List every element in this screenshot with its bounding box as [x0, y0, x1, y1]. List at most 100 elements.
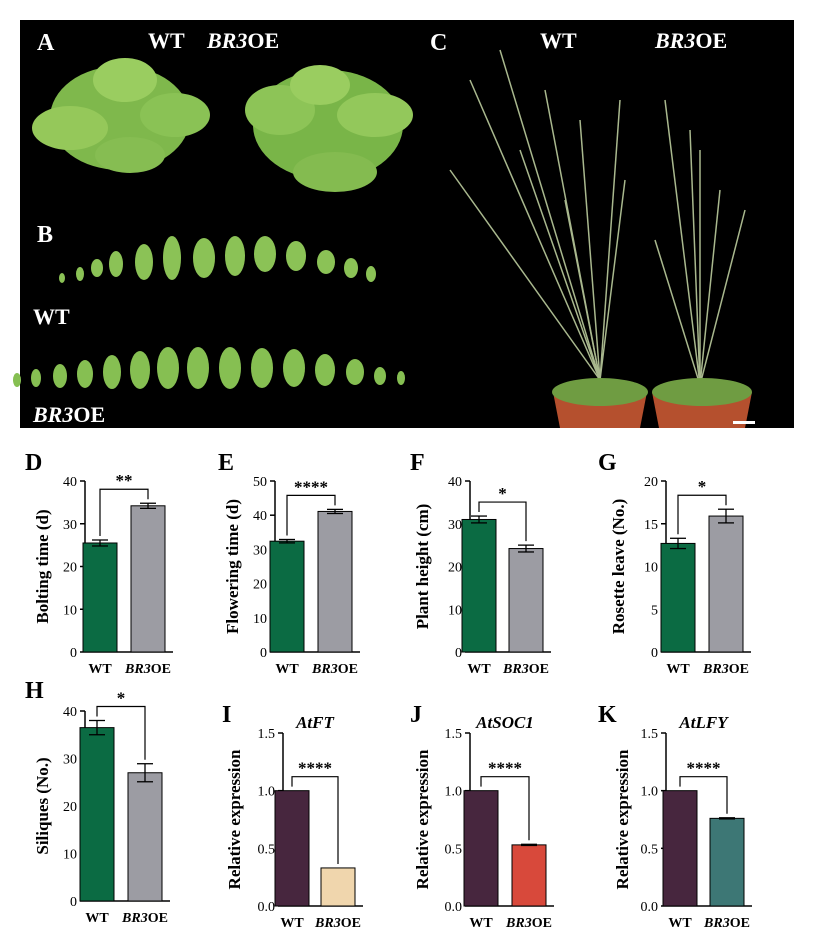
- chart-d: D 0 10 20 30 40 Bolting time (d) WT BR3OE **: [25, 450, 173, 677]
- significance-bracket: [286, 494, 336, 536]
- y-tick-label: 40: [63, 475, 77, 490]
- y-tick-label: 1.0: [258, 785, 276, 800]
- panel-letter-i: I: [222, 702, 231, 728]
- bar-wt: [660, 542, 696, 653]
- panel-letter-h: H: [25, 678, 44, 704]
- y-tick-label: 20: [448, 561, 462, 576]
- oe-pot-leaves: [652, 378, 752, 406]
- panel-letter-c: C: [430, 30, 447, 56]
- y-tick-label: 50: [253, 475, 267, 490]
- photo-a-label-wt: WT: [148, 28, 185, 53]
- bar-oe: [708, 515, 744, 653]
- y-tick-label: 1.5: [258, 727, 276, 742]
- significance-label: *: [117, 689, 126, 708]
- y-tick-label: 30: [63, 753, 77, 768]
- chart-e: E 0 10 20 30 40 50 Flowering time (d) WT BR3OE ***…: [218, 450, 360, 677]
- bar-oe: [511, 844, 547, 907]
- panel-letter-e: E: [218, 450, 234, 476]
- y-tick-label: 10: [448, 603, 462, 618]
- photo-a-label-oe: BR3OE: [206, 28, 279, 53]
- y-tick-label: 30: [253, 543, 267, 558]
- y-tick-label: 0: [260, 646, 267, 661]
- y-axis-label: Plant height (cm): [413, 504, 432, 630]
- y-axis-label: Relative expression: [225, 749, 244, 889]
- y-tick-label: 20: [644, 475, 658, 490]
- bar-oe: [130, 505, 166, 653]
- bar-wt: [463, 790, 499, 907]
- y-axis-label: Relative expression: [413, 749, 432, 889]
- significance-bracket: [99, 488, 149, 536]
- y-tick-label: 20: [63, 561, 77, 576]
- bar-oe: [320, 867, 356, 907]
- wt-rosette-photo: [32, 58, 210, 173]
- y-tick-label: 40: [448, 475, 462, 490]
- y-tick-label: 1.0: [445, 785, 463, 800]
- y-tick-label: 10: [63, 603, 77, 618]
- photo-c-label-oe: BR3OE: [654, 28, 727, 53]
- bar-oe: [317, 510, 353, 653]
- x-category-label: BR3OE: [505, 916, 552, 931]
- y-axis-label: Rosette leave (No.): [609, 499, 628, 634]
- y-axis-label: Siliques (No.): [33, 757, 52, 854]
- significance-bracket: [291, 776, 339, 864]
- y-tick-label: 30: [63, 518, 77, 533]
- chart-title: AtFT: [295, 713, 334, 732]
- panel-letter-d: D: [25, 450, 42, 476]
- y-tick-label: 0.0: [258, 900, 276, 915]
- x-category-label: WT: [85, 911, 109, 926]
- significance-label: ****: [298, 759, 332, 778]
- y-tick-label: 0: [651, 646, 658, 661]
- y-tick-label: 40: [253, 509, 267, 524]
- x-category-label: BR3OE: [314, 916, 361, 931]
- y-tick-label: 0.5: [445, 842, 463, 857]
- x-category-label: BR3OE: [702, 662, 749, 677]
- chart-title: AtLFY: [678, 713, 729, 732]
- significance-bracket: [478, 501, 527, 542]
- bar-oe: [127, 772, 163, 902]
- chart-j: J 0.0 0.5 1.0 1.5 Relative expression AtSOC1 WT…: [410, 702, 554, 931]
- bar-wt: [274, 790, 310, 907]
- x-category-label: WT: [668, 916, 692, 931]
- y-tick-label: 0.0: [641, 900, 659, 915]
- y-tick-label: 20: [63, 800, 77, 815]
- bar-wt: [82, 542, 118, 653]
- x-category-label: WT: [469, 916, 493, 931]
- bar-oe: [709, 817, 745, 907]
- y-tick-label: 1.5: [641, 727, 659, 742]
- scale-bar: [733, 421, 755, 424]
- significance-label: **: [116, 471, 133, 490]
- significance-label: ****: [294, 477, 328, 496]
- y-tick-label: 0.0: [445, 900, 463, 915]
- photo-panel-c: C WT BR3OE: [422, 20, 794, 428]
- x-category-label: WT: [280, 916, 304, 931]
- x-category-label: BR3OE: [311, 662, 358, 677]
- x-category-label: BR3OE: [121, 911, 168, 926]
- oe-leaf-series-photo: [13, 347, 405, 389]
- chart-k: K 0.0 0.5 1.0 1.5 Relative expression AtLFY WT B…: [598, 702, 752, 931]
- chart-title: AtSOC1: [475, 713, 534, 732]
- panel-letter-j: J: [410, 702, 422, 728]
- photo-c-label-wt: WT: [540, 28, 577, 53]
- significance-label: *: [498, 484, 507, 503]
- photo-panel-ab: A WT BR3OE B WT BR3OE: [13, 20, 422, 428]
- significance-bracket: [96, 705, 146, 760]
- x-category-label: WT: [666, 662, 690, 677]
- panel-letter-k: K: [598, 702, 617, 728]
- bar-wt: [461, 518, 497, 653]
- significance-label: *: [698, 477, 707, 496]
- y-tick-label: 1.5: [445, 727, 463, 742]
- chart-g: G 0 5 10 15 20 Rosette leave (No.) WT BR3OE *: [598, 450, 751, 677]
- significance-bracket: [480, 776, 530, 841]
- x-category-label: WT: [467, 662, 491, 677]
- wt-pot-leaves: [552, 378, 648, 406]
- bar-wt: [662, 790, 698, 907]
- y-tick-label: 0: [455, 646, 462, 661]
- y-tick-label: 5: [651, 603, 658, 618]
- photo-b-label-oe: BR3OE: [32, 402, 105, 427]
- y-tick-label: 10: [63, 848, 77, 863]
- chart-f: F 0 10 20 30 40 Plant height (cm) WT BR3OE *: [410, 450, 551, 677]
- x-category-label: WT: [275, 662, 299, 677]
- y-axis-label: Relative expression: [613, 749, 632, 889]
- y-axis-label: Bolting time (d): [33, 509, 52, 623]
